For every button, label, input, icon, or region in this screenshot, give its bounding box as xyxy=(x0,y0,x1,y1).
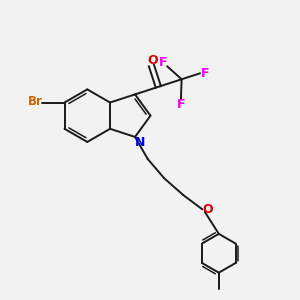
Text: F: F xyxy=(201,67,210,80)
Text: N: N xyxy=(135,136,146,149)
Text: F: F xyxy=(177,98,185,110)
Text: O: O xyxy=(147,54,158,67)
Text: F: F xyxy=(158,56,167,69)
Text: Br: Br xyxy=(28,95,43,108)
Text: O: O xyxy=(202,203,213,217)
